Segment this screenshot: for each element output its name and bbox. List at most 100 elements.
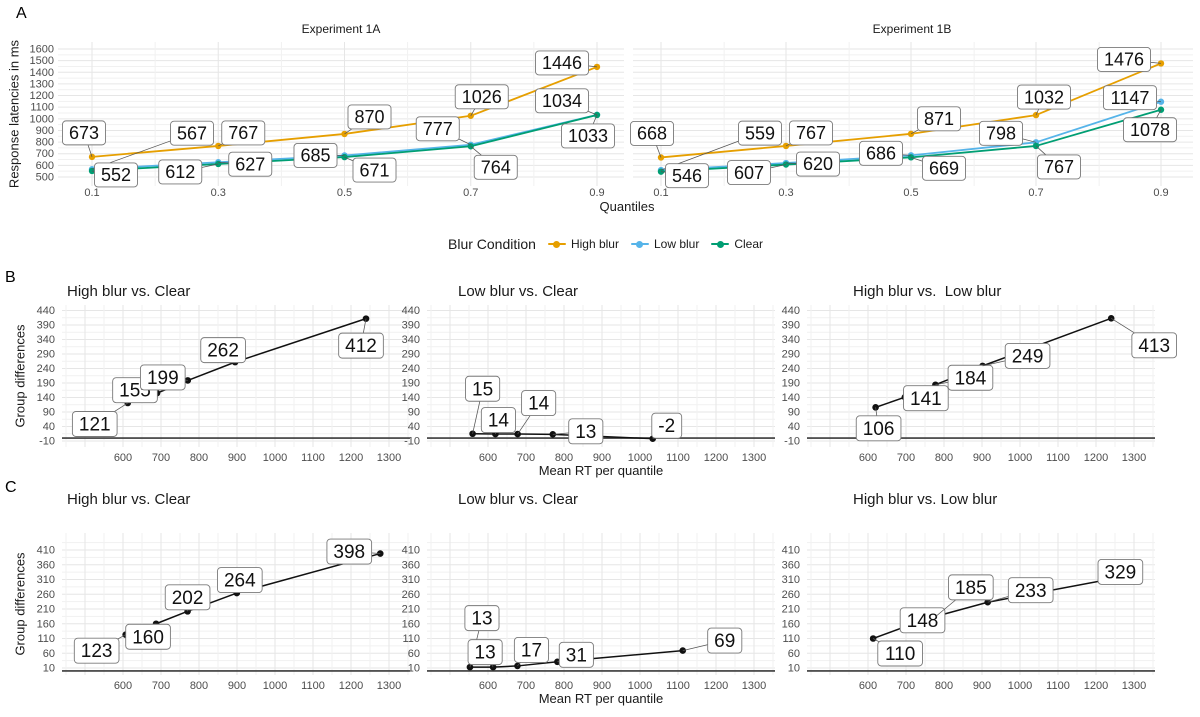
legend-item-clear: Clear xyxy=(711,237,763,251)
tick-label: 1000 xyxy=(263,680,287,692)
tick-label: 40 xyxy=(408,421,420,433)
tick-label: 310 xyxy=(782,574,800,586)
tick-label: 410 xyxy=(37,545,55,557)
value-label: 686 xyxy=(866,144,896,164)
value-label-box xyxy=(1131,332,1177,359)
value-label-box xyxy=(164,584,211,611)
tick-label: 1100 xyxy=(30,102,54,114)
value-label: 1078 xyxy=(1130,120,1170,140)
tick-label: 900 xyxy=(593,452,611,464)
subplot-title-c2: Low blur vs. Clear xyxy=(458,491,579,508)
value-label: 233 xyxy=(1015,581,1047,602)
tick-label: 700 xyxy=(897,452,915,464)
diff-panel: 600 700 800 900 1000 1100 1200 1300 -10 40 90 140 19… xyxy=(782,305,1177,464)
value-label-box xyxy=(125,623,171,650)
tick-label: 390 xyxy=(782,320,800,332)
tick-label: 1000 xyxy=(1008,452,1032,464)
diff-row: 600 700 800 900 1000 1100 1200 1300 10 60 110 160 21… xyxy=(37,533,1155,692)
tick-label: 440 xyxy=(782,305,800,317)
value-label: 669 xyxy=(929,159,959,179)
facet-panel: 0.1 0.3 0.5 0.7 0.9 668 767 871 1032 1476 559 620 68… xyxy=(630,42,1193,199)
data-point xyxy=(549,431,557,438)
value-label: 685 xyxy=(300,146,330,166)
tick-label: 0.1 xyxy=(84,187,99,199)
value-label-box xyxy=(727,160,771,185)
diff-row: 600 700 800 900 1000 1100 1200 1300-10409014019… xyxy=(37,305,1177,464)
tick-label: 340 xyxy=(782,334,800,346)
tick-label: 40 xyxy=(788,421,800,433)
value-label: 1034 xyxy=(542,91,582,111)
facet-title-exp1a: Experiment 1A xyxy=(301,22,381,36)
value-label-box xyxy=(158,159,203,185)
tick-label: 1300 xyxy=(742,452,766,464)
value-label-box xyxy=(859,140,903,166)
tick-label: 500 xyxy=(36,172,54,184)
tick-label: 260 xyxy=(782,589,800,601)
value-label: 141 xyxy=(910,389,942,410)
tick-label: 1200 xyxy=(1084,680,1108,692)
value-label: 199 xyxy=(147,368,179,389)
tick-label: 90 xyxy=(408,407,420,419)
tick-label: 1100 xyxy=(301,452,325,464)
facet-panel: 0.1 0.3 0.5 0.7 0.9 673 767 870 1026 1446 567 627 68… xyxy=(58,42,624,199)
tick-label: 110 xyxy=(402,633,420,645)
value-label: 671 xyxy=(359,160,389,180)
value-label-box xyxy=(948,574,994,601)
tick-label: 1300 xyxy=(1122,680,1146,692)
value-label: 17 xyxy=(521,640,542,661)
value-label-box xyxy=(513,636,549,663)
tick-label: 160 xyxy=(402,618,420,630)
value-label-box xyxy=(464,605,500,632)
value-label-box xyxy=(738,120,782,146)
value-label: 668 xyxy=(637,124,667,144)
tick-label: -10 xyxy=(39,436,55,448)
tick-label: 190 xyxy=(402,378,420,390)
tick-label: 290 xyxy=(402,349,420,361)
tick-label: 340 xyxy=(402,334,420,346)
tick-label: 1200 xyxy=(339,452,363,464)
value-label-box xyxy=(558,641,594,668)
value-label-box xyxy=(568,418,604,445)
tick-label: 140 xyxy=(782,392,800,404)
value-label-box xyxy=(73,637,120,664)
tick-label: 240 xyxy=(402,363,420,375)
tick-label: 700 xyxy=(36,148,54,160)
x-axis-title-quantiles: Quantiles xyxy=(599,199,655,214)
value-label: 1476 xyxy=(1104,50,1144,70)
tick-label: 600 xyxy=(114,452,132,464)
value-label: 1147 xyxy=(1111,88,1150,108)
value-label: 106 xyxy=(863,419,895,440)
value-label: 69 xyxy=(714,631,735,652)
value-label-box xyxy=(454,84,509,110)
value-label-box xyxy=(217,567,263,594)
value-label: 121 xyxy=(79,415,111,436)
tick-label: 10 xyxy=(788,663,800,675)
panel-label-c: C xyxy=(5,479,17,496)
value-label-box xyxy=(228,151,273,177)
legend-item-low-blur: Low blur xyxy=(630,237,699,251)
value-label: 185 xyxy=(955,578,987,599)
value-label: 871 xyxy=(924,109,954,129)
tick-label: 900 xyxy=(36,125,54,137)
value-label-box xyxy=(707,627,743,654)
clear-marker-icon xyxy=(711,238,730,250)
tick-label: 1100 xyxy=(1046,680,1070,692)
tick-label: 800 xyxy=(190,680,208,692)
value-label-box xyxy=(535,88,589,114)
tick-label: 800 xyxy=(935,680,953,692)
value-label: 160 xyxy=(132,627,164,648)
tick-label: 410 xyxy=(402,545,420,557)
value-label: 1033 xyxy=(568,126,608,146)
legend-title: Blur Condition xyxy=(448,236,536,252)
tick-label: 340 xyxy=(37,334,55,346)
data-point xyxy=(467,112,474,119)
value-label: 110 xyxy=(885,644,915,665)
tick-label: 700 xyxy=(152,680,170,692)
value-label-box xyxy=(473,154,518,180)
value-label-box xyxy=(71,411,118,437)
tick-label: 110 xyxy=(37,633,55,645)
row-a: 5006007008009001000110012001300140015001… xyxy=(30,42,1193,199)
tick-label: 190 xyxy=(782,378,800,390)
tick-label: 1200 xyxy=(30,90,54,102)
